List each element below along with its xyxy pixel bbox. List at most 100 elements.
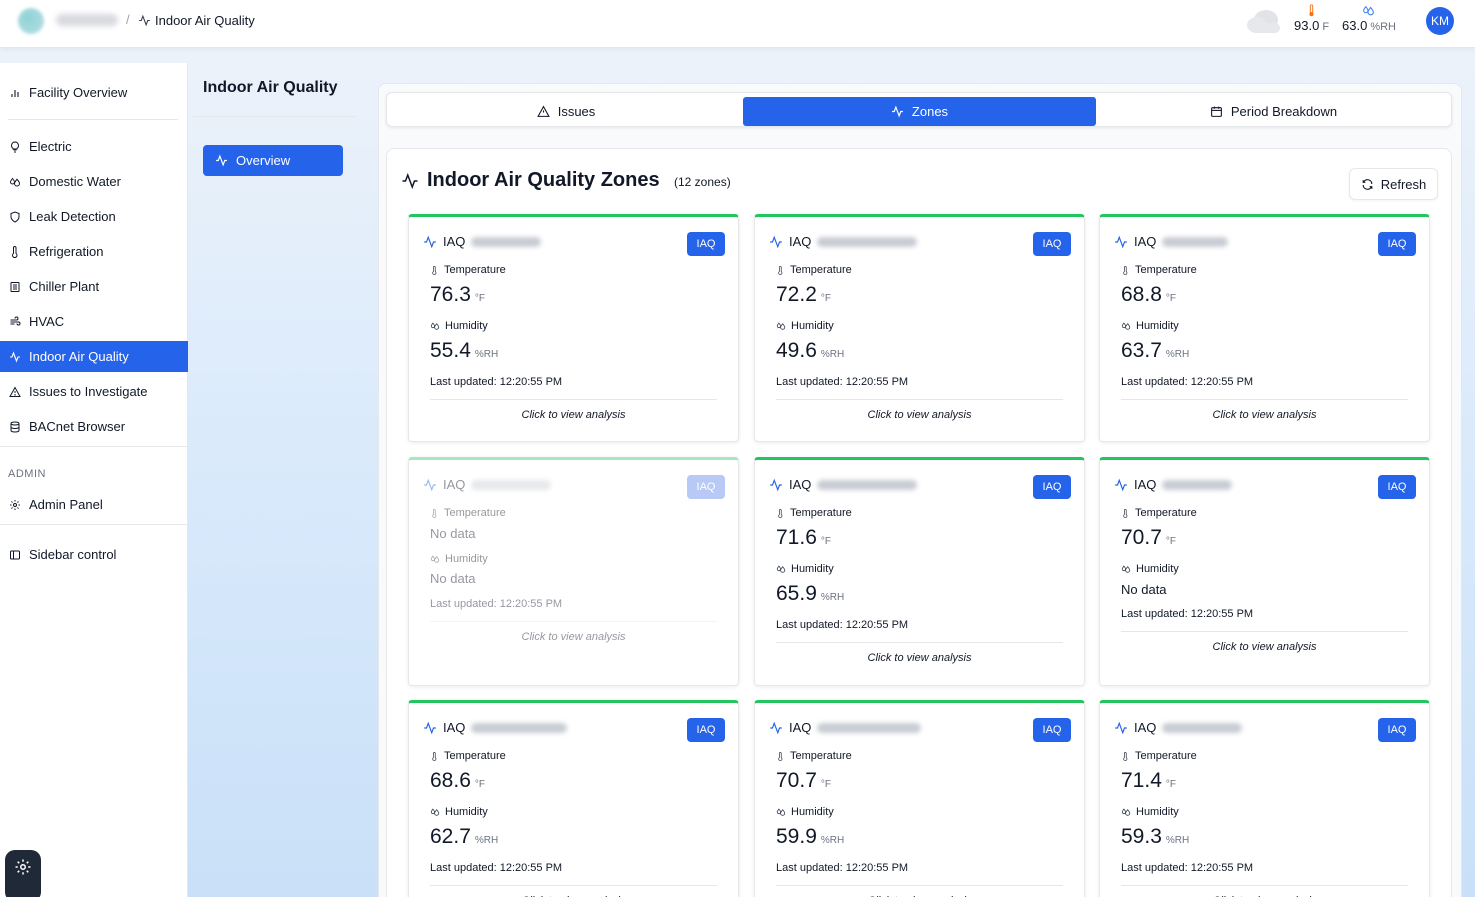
zone-card[interactable]: IAQ IAQ Temperature 71.6 °F Humidity 65.9… bbox=[754, 457, 1085, 686]
view-analysis-link[interactable]: Click to view analysis bbox=[409, 895, 738, 897]
last-updated: Last updated: 12:20:55 PM bbox=[776, 376, 909, 388]
sidebar-item-label: Chiller Plant bbox=[29, 279, 100, 294]
temperature-value: 72.2 bbox=[776, 283, 817, 306]
zone-card-header: IAQ bbox=[423, 477, 552, 492]
zone-card[interactable]: IAQ IAQ Temperature 70.7 °F Humidity No d… bbox=[1099, 457, 1430, 686]
view-analysis-link[interactable]: Click to view analysis bbox=[755, 895, 1084, 897]
iaq-badge: IAQ bbox=[687, 232, 725, 256]
iaq-badge: IAQ bbox=[687, 718, 725, 742]
sidebar-item-bacnet-browser[interactable]: BACnet Browser bbox=[0, 411, 188, 442]
activity-icon bbox=[215, 154, 228, 167]
sidebar-item-hvac[interactable]: HVAC bbox=[0, 306, 188, 337]
zone-card-header: IAQ bbox=[1114, 234, 1229, 249]
humidity-label: Humidity bbox=[1136, 320, 1179, 332]
temperature-reading: 71.4 °F bbox=[1121, 769, 1176, 793]
sidebar-item-admin-panel[interactable]: Admin Panel bbox=[0, 489, 188, 520]
temperature-unit: °F bbox=[474, 779, 485, 790]
view-analysis-link[interactable]: Click to view analysis bbox=[1212, 641, 1317, 653]
card-divider bbox=[776, 399, 1063, 400]
sidebar-item-indoor-air-quality[interactable]: Indoor Air Quality bbox=[0, 341, 188, 372]
tab-issues[interactable]: Issues bbox=[389, 97, 743, 126]
zone-card-header: IAQ bbox=[769, 720, 922, 735]
zone-name bbox=[817, 236, 918, 247]
zone-card[interactable]: IAQ IAQ Temperature 72.2 °F Humidity 49.6… bbox=[754, 214, 1085, 442]
droplets-icon bbox=[1121, 564, 1131, 574]
sidebar-item-label: Indoor Air Quality bbox=[29, 349, 129, 364]
refresh-button[interactable]: Refresh bbox=[1349, 168, 1438, 200]
zone-card-header: IAQ bbox=[423, 234, 542, 249]
humidity-label: Humidity bbox=[791, 806, 834, 818]
zone-card[interactable]: IAQ IAQ Temperature 68.8 °F Humidity 63.7… bbox=[1099, 214, 1430, 442]
temperature-value: 70.7 bbox=[1121, 526, 1162, 549]
temperature-label: Temperature bbox=[790, 264, 852, 276]
zone-card[interactable]: IAQ IAQ Temperature 68.6 °F Humidity 62.7… bbox=[408, 700, 739, 897]
droplets-icon bbox=[1121, 321, 1131, 331]
activity-icon bbox=[138, 14, 151, 27]
droplets-icon bbox=[776, 564, 786, 574]
sidebar-item-chiller-plant[interactable]: Chiller Plant bbox=[0, 271, 188, 302]
view-analysis-link[interactable]: Click to view analysis bbox=[521, 409, 626, 421]
humidity-value: 63.7 bbox=[1121, 339, 1162, 362]
activity-icon bbox=[423, 478, 437, 492]
view-analysis-link[interactable]: Click to view analysis bbox=[1212, 409, 1317, 421]
droplets-icon bbox=[1121, 807, 1131, 817]
tab-zones[interactable]: Zones bbox=[743, 97, 1096, 126]
zone-card[interactable]: IAQ IAQ Temperature 71.4 °F Humidity 59.3… bbox=[1099, 700, 1430, 897]
temperature-label: Temperature bbox=[444, 750, 506, 762]
zone-name bbox=[817, 479, 918, 490]
view-analysis-link[interactable]: Click to view analysis bbox=[867, 409, 972, 421]
sidebar-item-label: Domestic Water bbox=[29, 174, 121, 189]
overview-button[interactable]: Overview bbox=[203, 145, 343, 176]
temperature-reading: 72.2 °F bbox=[776, 283, 831, 307]
zone-name bbox=[1162, 479, 1233, 490]
zone-card[interactable]: IAQ IAQ Temperature 76.3 °F Humidity 55.4… bbox=[408, 214, 739, 442]
sidebar-item-label: Electric bbox=[29, 139, 72, 154]
sidebar-item-label: HVAC bbox=[29, 314, 65, 329]
temperature-label: Temperature bbox=[1135, 750, 1197, 762]
view-analysis-link[interactable]: Click to view analysis bbox=[867, 652, 972, 664]
breadcrumb-facility[interactable] bbox=[56, 14, 118, 26]
sidebar-item-label: Leak Detection bbox=[29, 209, 116, 224]
droplets-icon bbox=[1362, 4, 1375, 17]
humidity-reading: 59.3 %RH bbox=[1121, 825, 1189, 849]
card-divider bbox=[776, 642, 1063, 643]
sidebar-control[interactable]: Sidebar control bbox=[0, 539, 188, 570]
view-analysis-link[interactable]: Click to view analysis bbox=[521, 631, 626, 643]
sidebar-item-label: Sidebar control bbox=[29, 547, 117, 562]
logo[interactable] bbox=[18, 8, 44, 34]
sidebar-item-leak-detection[interactable]: Leak Detection bbox=[0, 201, 188, 232]
tab-period-breakdown[interactable]: Period Breakdown bbox=[1096, 97, 1451, 126]
zone-name bbox=[471, 236, 542, 247]
breadcrumb-separator: / bbox=[126, 12, 130, 27]
sidebar-item-facility-overview[interactable]: Facility Overview bbox=[0, 77, 188, 108]
iaq-badge: IAQ bbox=[1378, 475, 1416, 499]
humidity-unit: %RH bbox=[820, 592, 845, 603]
avatar[interactable]: KM bbox=[1426, 7, 1454, 35]
zone-prefix: IAQ bbox=[443, 477, 466, 492]
humidity-reading: 63.7 %RH bbox=[1121, 339, 1189, 363]
humidity-reading: 59.9 %RH bbox=[776, 825, 844, 849]
temperature-reading: 68.6 °F bbox=[430, 769, 485, 793]
temperature-unit: °F bbox=[820, 293, 831, 304]
settings-button[interactable] bbox=[5, 850, 41, 897]
humidity-label: Humidity bbox=[445, 320, 488, 332]
last-updated: Last updated: 12:20:55 PM bbox=[430, 862, 563, 874]
activity-icon bbox=[9, 350, 21, 363]
sidebar-item-label: BACnet Browser bbox=[29, 419, 126, 434]
zone-card[interactable]: IAQ IAQ Temperature 70.7 °F Humidity 59.9… bbox=[754, 700, 1085, 897]
droplets-icon bbox=[430, 554, 440, 564]
view-analysis-link[interactable]: Click to view analysis bbox=[1100, 895, 1429, 897]
humidity-value: 49.6 bbox=[776, 339, 817, 362]
sidebar-item-electric[interactable]: Electric bbox=[0, 131, 188, 162]
temperature-value: 71.4 bbox=[1121, 769, 1162, 792]
sidebar-item-domestic-water[interactable]: Domestic Water bbox=[0, 166, 188, 197]
sidebar-item-label: Issues to Investigate bbox=[29, 384, 148, 399]
breadcrumb-current: Indoor Air Quality bbox=[155, 13, 255, 28]
sidebar-item-issues-to-investigate[interactable]: Issues to Investigate bbox=[0, 376, 188, 407]
outdoor-humidity: 63.0 %RH bbox=[1342, 4, 1396, 35]
humidity-label-row: Humidity bbox=[776, 563, 834, 575]
zone-card[interactable]: IAQ IAQ Temperature No data Humidity No … bbox=[408, 457, 739, 686]
humidity-label-row: Humidity bbox=[430, 320, 488, 332]
humidity-value: 65.9 bbox=[776, 582, 817, 605]
sidebar-item-refrigeration[interactable]: Refrigeration bbox=[0, 236, 188, 267]
